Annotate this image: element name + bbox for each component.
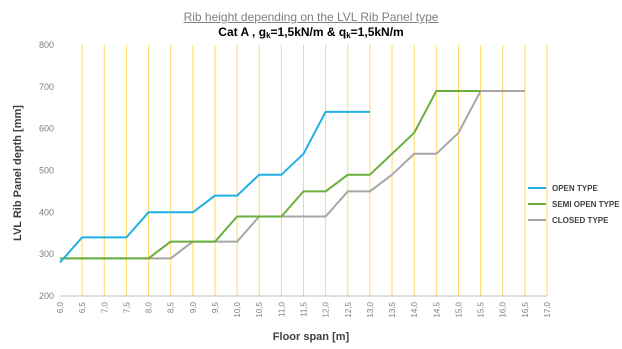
x-tick-label: 16,5 [521, 301, 530, 317]
y-tick-label: 400 [39, 207, 54, 217]
x-tick-label: 8,0 [145, 301, 154, 313]
subtitle-suffix: =1,5kN/m [350, 25, 404, 39]
series-line-open-type [59, 110, 370, 264]
x-axis-label: Floor span [m] [272, 331, 350, 343]
x-tick-label: 9,5 [211, 301, 220, 313]
subtitle-q-subscript: k [346, 31, 351, 40]
legend-swatch [528, 203, 546, 205]
x-tick-label: 9,0 [189, 301, 198, 313]
chart-subtitle: Cat A , gk=1,5kN/m & qk=1,5kN/m [0, 25, 622, 40]
y-tick-label: 600 [39, 124, 54, 134]
x-tick-label: 8,5 [167, 301, 176, 313]
x-tick-label: 15,0 [454, 301, 463, 317]
x-tick-label: 10,5 [255, 301, 264, 317]
chart-title: Rib height depending on the LVL Rib Pane… [183, 10, 439, 24]
x-tick-label: 7,0 [100, 301, 109, 313]
legend-label: SEMI OPEN TYPE [552, 199, 620, 209]
legend-label: CLOSED TYPE [552, 215, 609, 225]
x-tick-label: 16,0 [499, 301, 508, 317]
x-tick-label: 13,5 [388, 301, 397, 317]
legend-item: SEMI OPEN TYPE [528, 196, 620, 212]
series-line-semi-open-type [60, 90, 481, 260]
x-tick-label: 15,5 [477, 301, 486, 317]
subtitle-g-subscript: k [266, 31, 271, 40]
x-tick-label: 12,0 [322, 301, 331, 317]
legend-item: OPEN TYPE [528, 180, 620, 196]
legend-swatch [528, 219, 546, 221]
subtitle-prefix: Cat A , g [218, 25, 267, 39]
legend-swatch [528, 187, 546, 189]
legend-label: OPEN TYPE [552, 183, 598, 193]
legend-item: CLOSED TYPE [528, 212, 620, 228]
x-tick-label: 14,5 [432, 301, 441, 317]
x-tick-label: 12,5 [344, 301, 353, 317]
y-tick-label: 700 [39, 82, 54, 92]
y-tick-label: 500 [39, 166, 54, 176]
y-tick-label: 300 [39, 249, 54, 259]
x-tick-label: 6,5 [78, 301, 87, 313]
x-tick-label: 14,0 [410, 301, 419, 317]
x-tick-label: 11,0 [277, 301, 286, 317]
y-tick-label: 800 [39, 40, 54, 50]
x-tick-label: 10,0 [233, 301, 242, 317]
subtitle-middle: =1,5kN/m & q [270, 25, 347, 39]
legend: OPEN TYPE SEMI OPEN TYPE CLOSED TYPE [528, 180, 620, 228]
x-tick-label: 13,0 [366, 301, 375, 317]
x-tick-label: 7,5 [122, 301, 131, 313]
y-tick-label: 200 [39, 291, 54, 301]
x-tick-label: 17,0 [543, 301, 552, 317]
x-tick-label: 6,0 [56, 301, 65, 313]
x-tick-label: 11,5 [300, 301, 309, 317]
